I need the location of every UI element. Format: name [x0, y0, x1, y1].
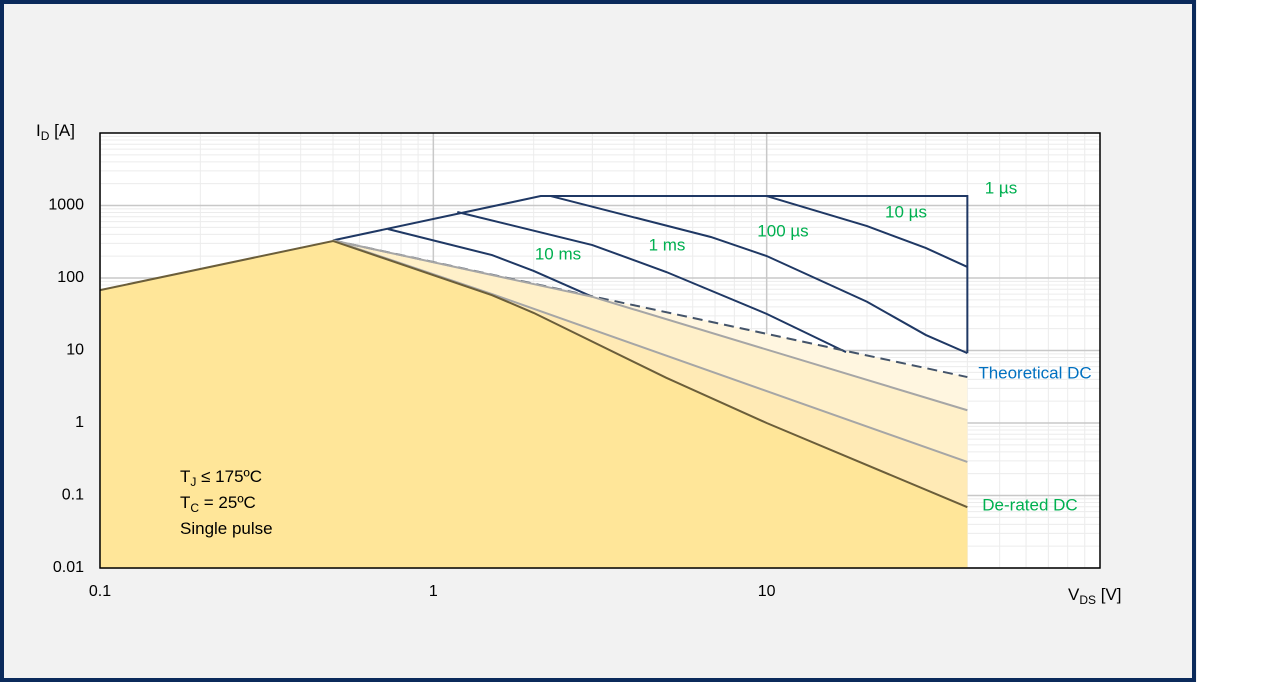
condition-main: Single pulse [180, 519, 273, 538]
series-label: 1 ms [649, 235, 686, 254]
x-label-rest: [V] [1096, 585, 1122, 604]
series-labels: 1 µs 10 µs 100 µs 1 ms 10 ms Theoretical DC De… [535, 178, 1092, 514]
line [332, 239, 968, 412]
condition: Single pulse [180, 519, 273, 538]
y-axis-label: ID [A] [36, 121, 75, 143]
y-tick-label: 10 [66, 342, 84, 359]
x-axis-label: VDS [V] [1068, 585, 1122, 607]
series-label: 10 ms [535, 244, 581, 263]
condition-main: T [180, 467, 190, 486]
x-tick-label: 0.1 [89, 583, 111, 600]
condition-sub: C [190, 501, 199, 515]
y-label-main: I [36, 121, 41, 140]
plot-border [99, 132, 1101, 569]
line [99, 239, 968, 509]
condition-main: T [180, 493, 190, 512]
condition: TJ ≤ 175ºC [180, 467, 262, 489]
series-label: 10 µs [885, 202, 927, 221]
line [387, 228, 593, 298]
fills [100, 240, 968, 569]
y-label-rest: [A] [49, 121, 75, 140]
y-tick-label: 100 [57, 269, 84, 286]
x-label-main: V [1068, 585, 1080, 604]
series-label: 100 µs [757, 221, 808, 240]
line [550, 195, 968, 355]
condition: TC = 25ºC [180, 493, 256, 515]
y-label-sub: D [41, 129, 50, 143]
x-tick-label: 10 [758, 583, 776, 600]
dashed-line [332, 239, 968, 379]
y-tick-label: 0.01 [53, 559, 84, 576]
condition-rest: = 25ºC [199, 493, 256, 512]
y-tick-label: 0.1 [62, 487, 84, 504]
series-label: De-rated DC [982, 495, 1077, 514]
line [766, 195, 968, 268]
x-tick-label: 1 [429, 583, 438, 600]
series-label: 1 µs [985, 178, 1017, 197]
y-tick-label: 1000 [48, 197, 84, 214]
area [100, 240, 968, 569]
condition-rest: ≤ 175ºC [196, 467, 262, 486]
x-label-sub: DS [1079, 593, 1096, 607]
panel-border [0, 0, 1196, 682]
condition-sub: J [190, 475, 196, 489]
line [332, 195, 969, 354]
line [457, 211, 847, 354]
lines [99, 195, 969, 509]
y-tick-label: 1 [75, 414, 84, 431]
series-label: Theoretical DC [978, 363, 1091, 382]
